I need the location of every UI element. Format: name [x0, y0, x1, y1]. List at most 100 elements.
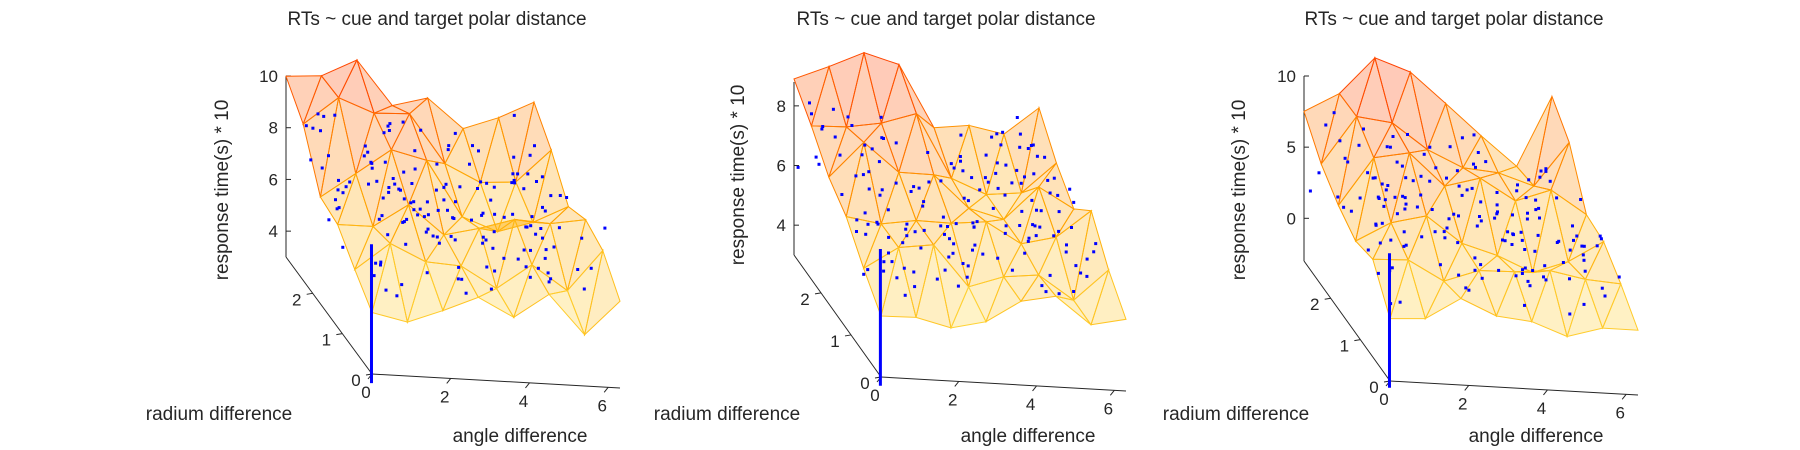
data-point [426, 227, 430, 231]
data-point [996, 186, 1000, 190]
data-point [1465, 188, 1469, 192]
data-point [1479, 200, 1483, 204]
data-point [484, 238, 488, 242]
data-point [855, 218, 859, 222]
data-point [380, 214, 384, 218]
data-point [1478, 215, 1481, 218]
data-point [1515, 189, 1519, 193]
data-point [374, 261, 378, 265]
surface [1303, 55, 1639, 388]
data-point [1377, 197, 1381, 200]
surface-facet [985, 275, 1022, 323]
data-point [1032, 172, 1036, 176]
data-point [1373, 176, 1377, 180]
data-point [405, 217, 409, 221]
surface [793, 51, 1127, 386]
data-point [446, 148, 450, 152]
data-point [1400, 164, 1404, 168]
y-axis-label: radium difference [1163, 404, 1309, 425]
x-tick [1464, 385, 1470, 391]
data-point [434, 188, 438, 192]
data-point [539, 227, 543, 230]
data-point [404, 242, 408, 246]
data-point [379, 263, 382, 267]
data-point [387, 129, 391, 132]
data-point [1583, 269, 1587, 273]
z-tick-label: 8 [269, 119, 278, 138]
data-point [464, 291, 468, 295]
data-point [1495, 203, 1499, 207]
data-point [436, 208, 440, 212]
data-point [1580, 244, 1584, 248]
data-point [477, 149, 480, 153]
x-tick-label: 4 [1537, 399, 1546, 418]
surface-facet [915, 244, 952, 329]
data-point [1393, 195, 1397, 199]
data-point [1495, 212, 1499, 216]
y-axis-label: radium difference [146, 404, 292, 425]
data-point [442, 185, 446, 189]
data-point [362, 154, 366, 158]
data-point [1457, 273, 1461, 277]
data-point [1057, 229, 1061, 233]
z-tick-label: 6 [777, 157, 786, 176]
x-tick-label: 0 [361, 383, 370, 402]
data-point [948, 237, 951, 241]
data-point [1472, 133, 1476, 137]
x-axis-line [1389, 380, 1639, 396]
data-point [1065, 243, 1068, 247]
data-point [1510, 243, 1514, 246]
x-axis-label: angle difference [1469, 426, 1604, 447]
data-point [1415, 205, 1419, 209]
data-point [333, 113, 337, 117]
data-point [1445, 226, 1449, 230]
data-point [1070, 226, 1073, 229]
y-tick [306, 292, 313, 295]
data-point [456, 277, 460, 281]
z-tick-label: 10 [1277, 67, 1296, 86]
data-point [1395, 160, 1399, 164]
data-point [511, 212, 515, 216]
y-tick-label: 1 [322, 331, 331, 350]
data-point [1010, 268, 1014, 272]
data-point [1600, 286, 1604, 290]
data-point [558, 194, 562, 197]
data-point [1374, 222, 1378, 226]
data-point [1404, 176, 1408, 180]
data-point [939, 179, 943, 183]
data-point [996, 256, 1000, 260]
data-point [489, 287, 493, 291]
data-point [1031, 223, 1035, 227]
data-point [1074, 264, 1078, 268]
data-point [1343, 156, 1347, 160]
data-point [401, 220, 405, 224]
data-point [452, 217, 456, 220]
data-point [1555, 241, 1559, 244]
data-point [476, 187, 479, 190]
data-point [1362, 127, 1365, 131]
data-point [991, 206, 995, 210]
data-point [919, 246, 923, 250]
data-point [522, 248, 526, 252]
data-point [882, 137, 885, 140]
data-point [397, 187, 401, 191]
data-point [961, 262, 965, 265]
data-point [309, 158, 313, 162]
data-point [959, 133, 963, 137]
data-point [1480, 276, 1484, 280]
data-point [1525, 217, 1529, 221]
data-point [1338, 139, 1342, 143]
data-point [863, 211, 867, 215]
data-point [1598, 234, 1602, 238]
data-point [905, 234, 909, 238]
data-point [418, 207, 422, 211]
data-point [913, 285, 917, 289]
data-point [1575, 234, 1579, 238]
data-point [1366, 171, 1370, 175]
data-point [947, 255, 951, 259]
data-point [808, 101, 811, 105]
data-point [413, 149, 417, 153]
y-tick-label: 2 [800, 290, 809, 309]
data-point [862, 272, 866, 276]
data-point [1581, 253, 1585, 257]
